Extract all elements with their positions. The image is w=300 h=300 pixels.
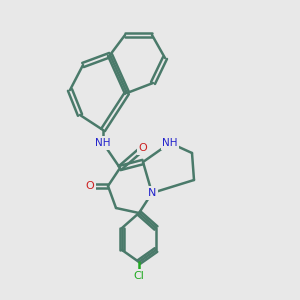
Text: NH: NH: [162, 138, 178, 148]
Text: O: O: [85, 181, 94, 191]
Text: NH: NH: [95, 138, 111, 148]
Text: N: N: [148, 188, 156, 198]
Text: Cl: Cl: [134, 271, 144, 281]
Text: O: O: [139, 143, 147, 153]
